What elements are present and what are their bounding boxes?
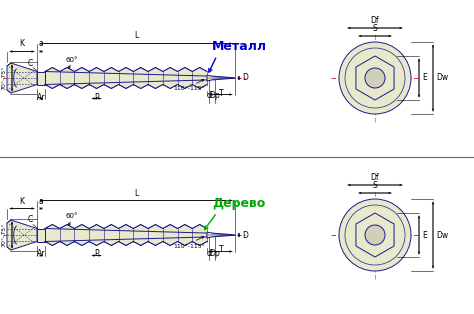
Text: E: E <box>422 230 427 240</box>
Circle shape <box>365 225 385 245</box>
Text: Ar: Ar <box>37 250 45 258</box>
Text: E: E <box>422 73 427 83</box>
Text: P: P <box>94 93 99 101</box>
Text: Df: Df <box>371 16 379 25</box>
Polygon shape <box>207 232 235 238</box>
Text: T: T <box>219 89 223 98</box>
Text: Dp: Dp <box>210 91 220 100</box>
Text: C: C <box>27 215 33 225</box>
Text: S: S <box>373 181 377 190</box>
Polygon shape <box>37 72 45 84</box>
Text: L: L <box>134 31 138 41</box>
Circle shape <box>345 205 405 265</box>
Text: 110°-115°: 110°-115° <box>173 243 205 248</box>
Text: S: S <box>373 24 377 33</box>
Polygon shape <box>45 68 207 89</box>
Circle shape <box>345 48 405 108</box>
Text: Металл: Металл <box>212 40 267 52</box>
Text: Dw: Dw <box>436 73 448 83</box>
Polygon shape <box>37 229 45 241</box>
Text: 70°-75°: 70°-75° <box>1 223 7 247</box>
Text: Df: Df <box>371 173 379 182</box>
Circle shape <box>339 199 411 271</box>
Text: P: P <box>94 250 99 258</box>
Text: C: C <box>27 58 33 68</box>
Polygon shape <box>356 56 394 100</box>
Text: 60°: 60° <box>65 214 78 219</box>
Text: 60°: 60° <box>65 57 78 62</box>
Circle shape <box>365 68 385 88</box>
Text: 110°-115°: 110°-115° <box>173 86 205 91</box>
Text: d: d <box>207 91 211 100</box>
Text: T: T <box>219 246 223 255</box>
Polygon shape <box>356 213 394 257</box>
Text: a: a <box>38 197 44 205</box>
Text: K: K <box>19 197 25 205</box>
Text: a: a <box>38 40 44 48</box>
Circle shape <box>339 42 411 114</box>
Polygon shape <box>7 63 37 93</box>
Text: Dw: Dw <box>436 230 448 240</box>
Text: D: D <box>242 73 248 83</box>
Text: Дерево: Дерево <box>212 197 265 209</box>
Text: 70°-75°: 70°-75° <box>1 66 7 90</box>
Text: Ar: Ar <box>37 93 45 101</box>
Text: K: K <box>19 40 25 48</box>
Polygon shape <box>45 225 207 246</box>
Text: D: D <box>242 230 248 240</box>
Polygon shape <box>207 75 235 81</box>
Text: L: L <box>134 188 138 198</box>
Text: d: d <box>207 248 211 257</box>
Polygon shape <box>7 220 37 250</box>
Text: Dp: Dp <box>210 248 220 257</box>
